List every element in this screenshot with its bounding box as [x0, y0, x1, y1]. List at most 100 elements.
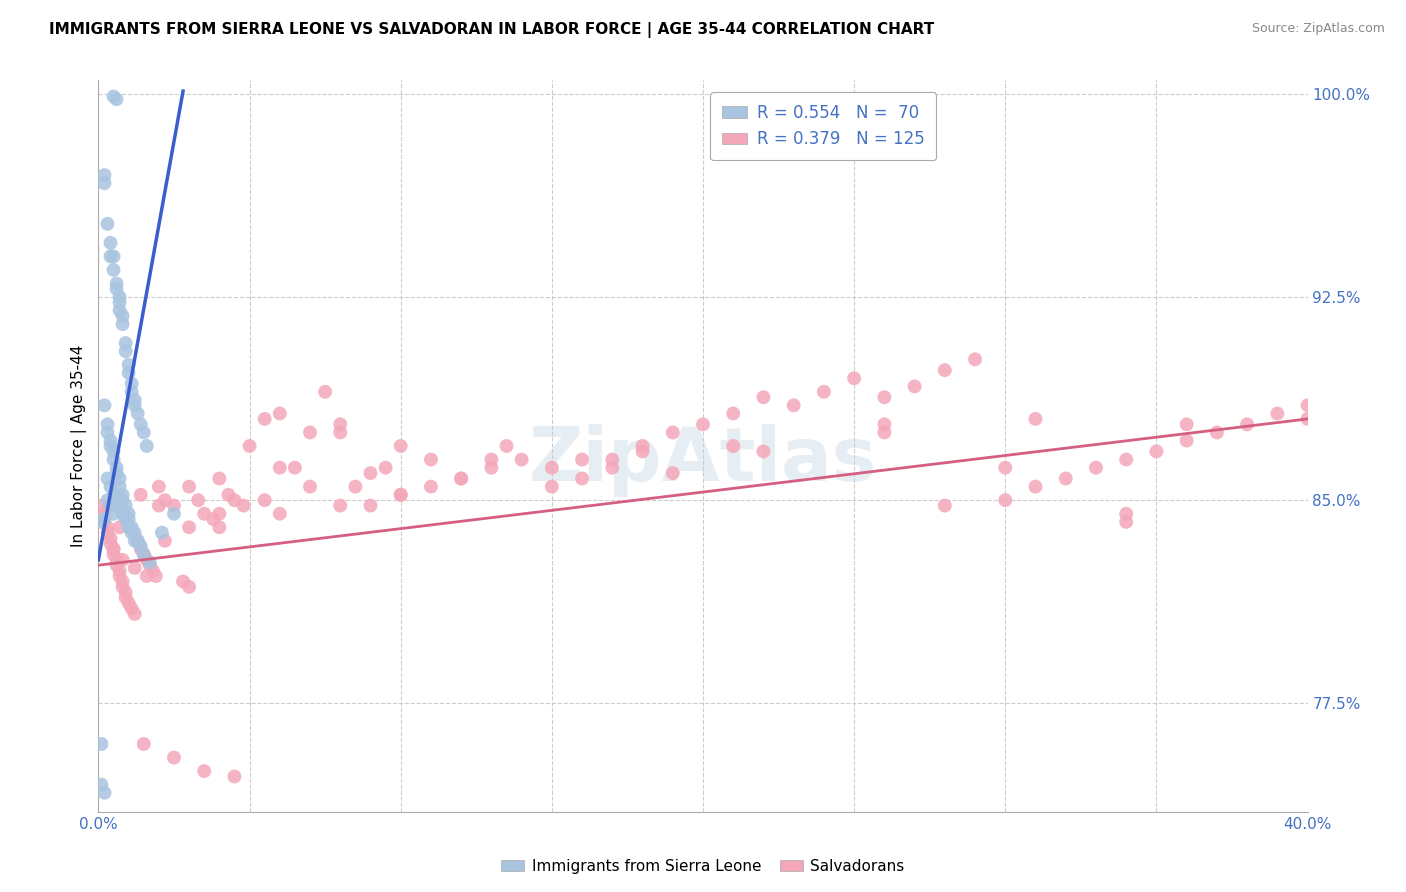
- Point: [114, 344, 136, 359]
- Point: [103, 263, 125, 277]
- Point: [118, 512, 141, 526]
- Point: [420, 452, 443, 467]
- Legend: R = 0.554   N =  70, R = 0.379   N = 125: R = 0.554 N = 70, R = 0.379 N = 125: [710, 92, 936, 160]
- Point: [100, 249, 122, 263]
- Point: [100, 536, 122, 550]
- Point: [105, 92, 128, 106]
- Point: [179, 480, 201, 494]
- Point: [96, 471, 118, 485]
- Point: [495, 439, 517, 453]
- Point: [873, 425, 896, 440]
- Point: [129, 488, 152, 502]
- Point: [111, 493, 134, 508]
- Point: [172, 574, 194, 589]
- Point: [108, 295, 131, 310]
- Point: [93, 786, 115, 800]
- Point: [269, 407, 291, 421]
- Point: [127, 533, 149, 548]
- Point: [108, 303, 131, 318]
- Point: [103, 452, 125, 467]
- Point: [100, 439, 122, 453]
- Point: [105, 282, 128, 296]
- Point: [269, 507, 291, 521]
- Point: [93, 398, 115, 412]
- Point: [692, 417, 714, 432]
- Point: [224, 770, 246, 784]
- Point: [193, 764, 215, 778]
- Point: [108, 499, 131, 513]
- Legend: Immigrants from Sierra Leone, Salvadorans: Immigrants from Sierra Leone, Salvadoran…: [495, 853, 911, 880]
- Point: [111, 580, 134, 594]
- Point: [121, 384, 143, 399]
- Point: [1054, 471, 1077, 485]
- Point: [96, 417, 118, 432]
- Point: [329, 425, 352, 440]
- Point: [129, 417, 152, 432]
- Point: [114, 591, 136, 605]
- Point: [132, 425, 155, 440]
- Point: [114, 336, 136, 351]
- Point: [752, 390, 775, 404]
- Point: [723, 407, 745, 421]
- Point: [132, 547, 155, 561]
- Point: [142, 564, 165, 578]
- Point: [163, 499, 186, 513]
- Point: [269, 460, 291, 475]
- Point: [124, 607, 146, 621]
- Point: [103, 541, 125, 556]
- Point: [1115, 452, 1137, 467]
- Point: [135, 553, 157, 567]
- Point: [103, 249, 125, 263]
- Point: [135, 439, 157, 453]
- Point: [103, 507, 125, 521]
- Point: [224, 493, 246, 508]
- Point: [96, 425, 118, 440]
- Point: [844, 371, 866, 385]
- Point: [239, 439, 262, 453]
- Point: [124, 392, 146, 407]
- Point: [661, 425, 683, 440]
- Point: [108, 471, 131, 485]
- Point: [873, 390, 896, 404]
- Point: [284, 460, 307, 475]
- Point: [208, 507, 231, 521]
- Point: [934, 363, 956, 377]
- Point: [163, 750, 186, 764]
- Point: [571, 471, 593, 485]
- Point: [118, 366, 141, 380]
- Point: [661, 466, 683, 480]
- Point: [148, 499, 170, 513]
- Point: [329, 499, 352, 513]
- Point: [783, 398, 806, 412]
- Point: [145, 569, 167, 583]
- Point: [108, 569, 131, 583]
- Point: [111, 507, 134, 521]
- Point: [187, 493, 209, 508]
- Point: [121, 601, 143, 615]
- Point: [481, 460, 503, 475]
- Point: [127, 533, 149, 548]
- Point: [105, 553, 128, 567]
- Point: [90, 499, 112, 513]
- Point: [389, 488, 412, 502]
- Point: [118, 358, 141, 372]
- Point: [124, 561, 146, 575]
- Point: [150, 525, 173, 540]
- Point: [217, 488, 239, 502]
- Point: [96, 217, 118, 231]
- Point: [360, 499, 382, 513]
- Point: [111, 317, 134, 331]
- Point: [118, 507, 141, 521]
- Point: [121, 525, 143, 540]
- Point: [253, 493, 276, 508]
- Point: [450, 471, 472, 485]
- Point: [105, 460, 128, 475]
- Point: [193, 507, 215, 521]
- Point: [1175, 417, 1198, 432]
- Point: [1144, 444, 1167, 458]
- Point: [114, 585, 136, 599]
- Point: [510, 452, 533, 467]
- Point: [253, 412, 276, 426]
- Point: [111, 309, 134, 323]
- Point: [631, 439, 654, 453]
